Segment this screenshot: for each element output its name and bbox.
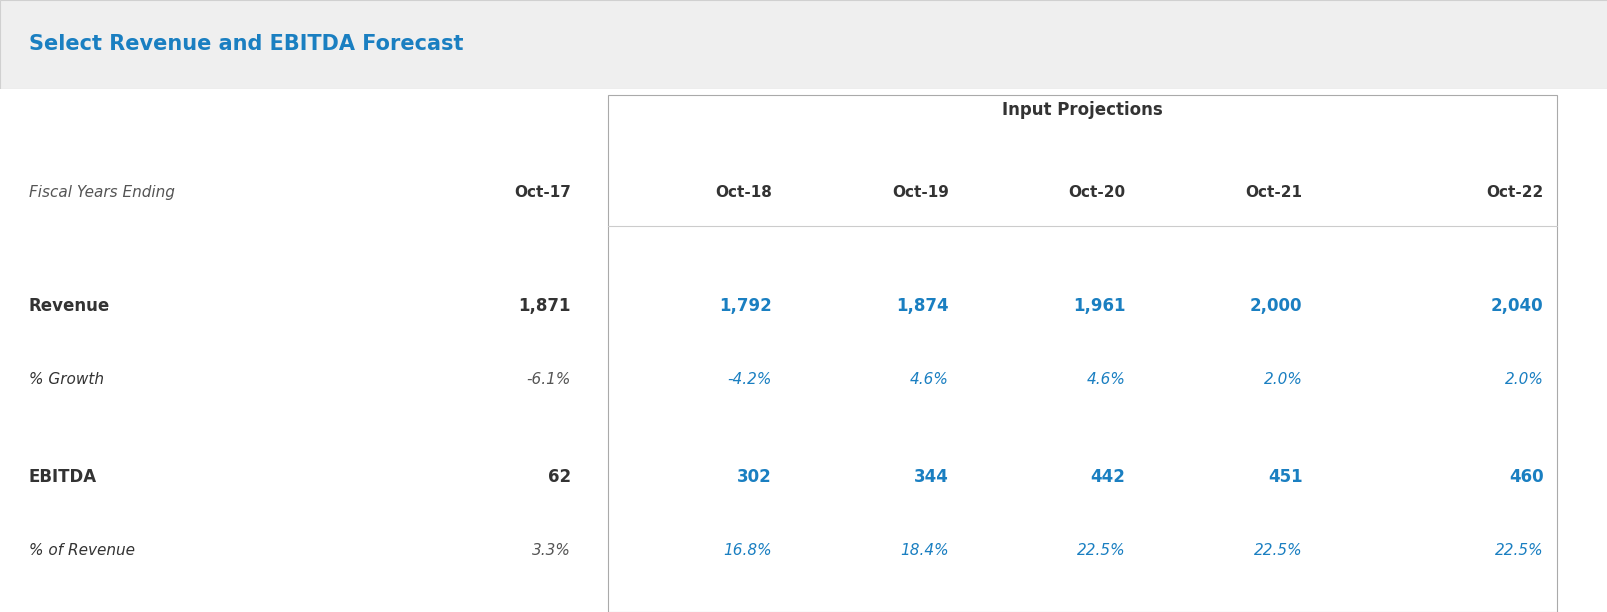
Text: EBITDA: EBITDA [29,468,96,487]
Text: 22.5%: 22.5% [1495,543,1543,558]
Text: 1,961: 1,961 [1072,297,1125,315]
Text: 4.6%: 4.6% [910,372,948,387]
Text: 442: 442 [1090,468,1125,487]
Text: Input Projections: Input Projections [1001,101,1162,119]
Text: 16.8%: 16.8% [723,543,771,558]
FancyBboxPatch shape [0,89,1607,612]
Text: Oct-17: Oct-17 [514,185,570,200]
Text: 3.3%: 3.3% [532,543,570,558]
Text: Select Revenue and EBITDA Forecast: Select Revenue and EBITDA Forecast [29,34,463,54]
Text: -6.1%: -6.1% [525,372,570,387]
Text: 460: 460 [1507,468,1543,487]
Text: 2,000: 2,000 [1249,297,1302,315]
Text: 22.5%: 22.5% [1077,543,1125,558]
Text: 302: 302 [736,468,771,487]
Text: % Growth: % Growth [29,372,104,387]
Text: 62: 62 [548,468,570,487]
Text: Oct-19: Oct-19 [892,185,948,200]
Text: 1,874: 1,874 [895,297,948,315]
Text: 1,792: 1,792 [718,297,771,315]
Text: 2.0%: 2.0% [1504,372,1543,387]
Text: 22.5%: 22.5% [1253,543,1302,558]
Text: Oct-20: Oct-20 [1067,185,1125,200]
Text: 2.0%: 2.0% [1263,372,1302,387]
Text: Revenue: Revenue [29,297,111,315]
Text: 18.4%: 18.4% [900,543,948,558]
Text: -4.2%: -4.2% [726,372,771,387]
Text: Oct-21: Oct-21 [1245,185,1302,200]
Text: Oct-18: Oct-18 [715,185,771,200]
FancyBboxPatch shape [0,0,1607,89]
Text: 344: 344 [913,468,948,487]
Text: Oct-22: Oct-22 [1485,185,1543,200]
Text: 1,871: 1,871 [517,297,570,315]
Text: 2,040: 2,040 [1490,297,1543,315]
Text: % of Revenue: % of Revenue [29,543,135,558]
Text: 451: 451 [1266,468,1302,487]
Text: Fiscal Years Ending: Fiscal Years Ending [29,185,175,200]
Text: 4.6%: 4.6% [1086,372,1125,387]
